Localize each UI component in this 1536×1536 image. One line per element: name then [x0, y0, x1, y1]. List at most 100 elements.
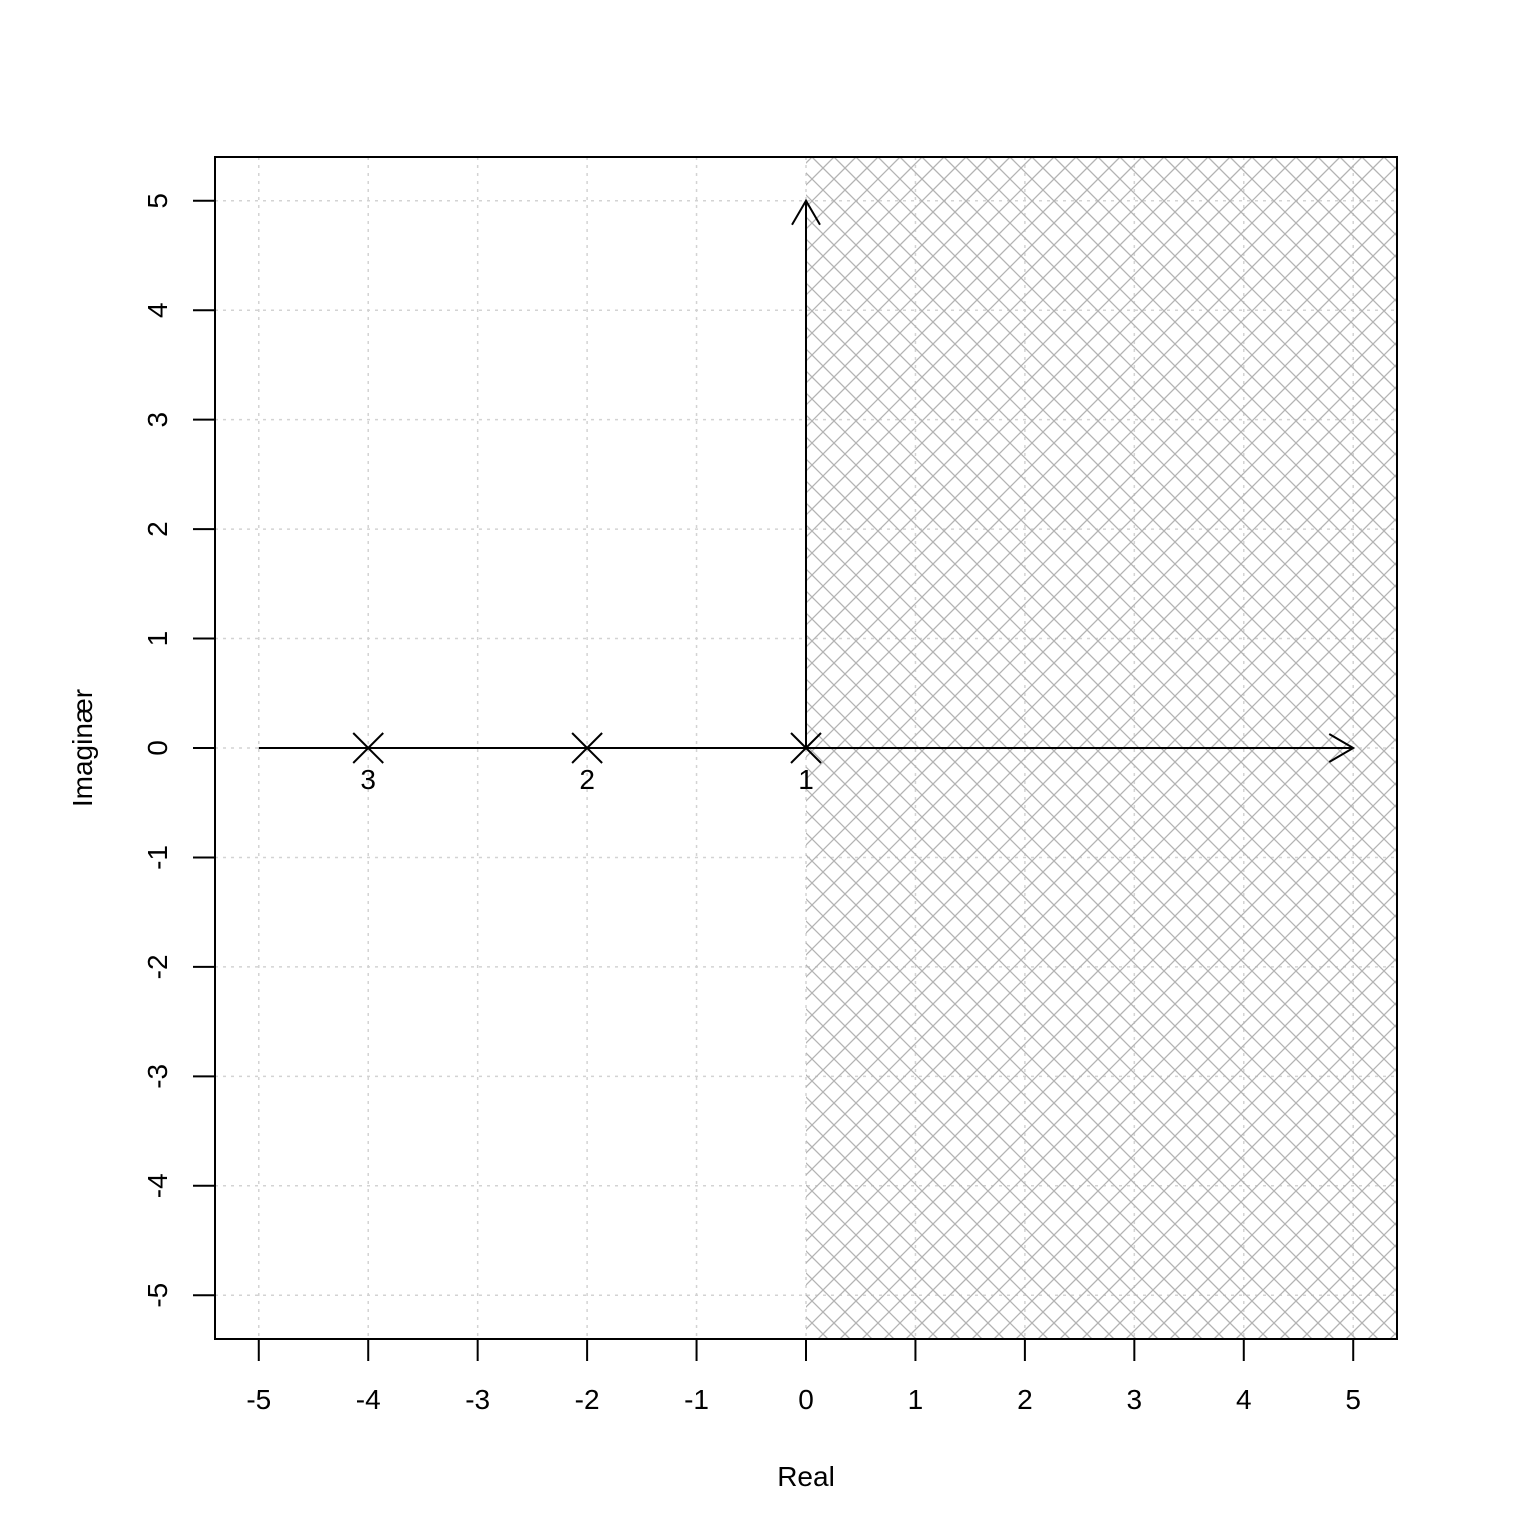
hatch-line: [0, 157, 20, 1339]
hatch-line: [899, 157, 1397, 655]
pole-marker: [790, 732, 822, 764]
hatch-line: [1015, 957, 1397, 1339]
hatch-line: [1081, 1023, 1397, 1339]
hatch-line: [1383, 157, 1397, 171]
hatch-line: [1516, 157, 1536, 1339]
x-tick-label: -3: [465, 1384, 490, 1415]
y-tick-label: 5: [142, 193, 173, 209]
x-tick-label: 0: [798, 1384, 814, 1415]
hatch-line: [806, 832, 1313, 1339]
hatch-line: [921, 157, 1397, 633]
hatch-line: [1103, 1045, 1397, 1339]
hatch-line: [1450, 157, 1536, 1339]
hatch-line: [1323, 1265, 1397, 1339]
hatch-line: [1169, 1111, 1397, 1339]
hatch-line: [1185, 157, 1397, 369]
hatch-line: [1053, 157, 1397, 501]
hatch-line: [817, 759, 1397, 1339]
hatch-line: [806, 157, 1319, 670]
hatch-line: [806, 810, 1335, 1339]
hatch-line: [806, 788, 1357, 1339]
pole-marker: [352, 732, 384, 764]
hatch-line: [806, 1118, 1027, 1339]
hatch-line: [806, 157, 1055, 406]
hatch-line: [1434, 157, 1536, 1339]
hatch-line: [1097, 157, 1397, 457]
hatch-line: [1428, 157, 1536, 1339]
hatch-line: [806, 157, 1209, 560]
hatch-line: [806, 157, 1011, 362]
hatch-line: [0, 157, 64, 1339]
hatch-line: [806, 715, 1397, 1308]
hatch-line: [0, 157, 130, 1339]
hatch-line: [806, 157, 1099, 450]
x-tick-label: 1: [908, 1384, 924, 1415]
x-tick-label: 2: [1017, 1384, 1033, 1415]
hatch-line: [806, 876, 1269, 1339]
hatch-line: [806, 1030, 1115, 1339]
y-tick-label: 1: [142, 631, 173, 647]
imag-axis-arrowhead: [791, 198, 821, 226]
hatch-line: [905, 847, 1397, 1339]
pole-marker: [571, 732, 603, 764]
hatch-line: [806, 157, 1077, 428]
hatch-line: [1075, 157, 1397, 479]
hatch-line: [833, 157, 1397, 721]
hatch-line: [943, 157, 1397, 611]
hatch-line: [987, 157, 1397, 567]
hatch-line: [806, 172, 1397, 765]
hatch-line: [806, 157, 1297, 648]
hatch-line: [806, 157, 1143, 494]
hatch-line: [1147, 1089, 1397, 1339]
hatch-line: [806, 920, 1225, 1339]
hatch-line: [1500, 157, 1536, 1339]
hatch-line: [1472, 157, 1536, 1339]
hatch-line: [806, 1074, 1071, 1339]
hatch-line: [1119, 157, 1397, 435]
hatch-line: [883, 825, 1397, 1339]
hatch-line: [965, 157, 1397, 589]
hatch-line: [806, 157, 1363, 714]
y-axis: -5 -4 -3 -2 -1 0 1 2 3 4 5: [142, 193, 215, 1308]
x-axis: -5 -4 -3 -2 -1 0 1 2 3 4 5: [246, 1339, 1361, 1415]
hatch-line: [806, 157, 1253, 604]
hatch-line: [1478, 157, 1536, 1339]
hatch-line: [806, 157, 1187, 538]
hatch-line: [811, 157, 1397, 743]
y-tick-label: 0: [142, 740, 173, 756]
hatch-line: [806, 157, 1121, 472]
hatch-line: [1141, 157, 1397, 413]
x-tick-label: 5: [1345, 1384, 1361, 1415]
hatch-line: [1031, 157, 1397, 523]
y-tick-label: -1: [142, 845, 173, 870]
y-tick-label: 4: [142, 302, 173, 318]
hatch-line: [0, 157, 262, 1339]
hatch-line: [806, 157, 1275, 626]
hatch-line: [1345, 1287, 1397, 1339]
hatch-line: [1494, 157, 1536, 1339]
x-tick-label: -4: [356, 1384, 381, 1415]
hatch-line: [806, 1140, 1005, 1339]
hatch-line: [927, 869, 1397, 1339]
hatch-line: [949, 891, 1397, 1339]
y-tick-label: -2: [142, 954, 173, 979]
y-tick-label: -5: [142, 1283, 173, 1308]
hatch-line: [806, 1052, 1093, 1339]
y-axis-title: Imaginær: [67, 689, 98, 807]
pole-label: 1: [798, 764, 814, 795]
hatch-line: [1059, 1001, 1397, 1339]
y-tick-label: 2: [142, 521, 173, 537]
hatch-line: [806, 986, 1159, 1339]
hatch-line: [1037, 979, 1397, 1339]
hatch-line: [806, 157, 1385, 736]
hatch-line: [806, 1008, 1137, 1339]
hatch-line: [1361, 157, 1397, 193]
x-tick-label: -5: [246, 1384, 271, 1415]
hatch-line: [1406, 157, 1536, 1339]
complex-plane-axes: [258, 198, 1356, 763]
hatch-line: [1125, 1067, 1397, 1339]
hatch-line: [806, 194, 1397, 787]
hatch-line: [1389, 1331, 1397, 1339]
real-axis-arrowhead: [1328, 733, 1356, 763]
hatch-line: [971, 913, 1397, 1339]
